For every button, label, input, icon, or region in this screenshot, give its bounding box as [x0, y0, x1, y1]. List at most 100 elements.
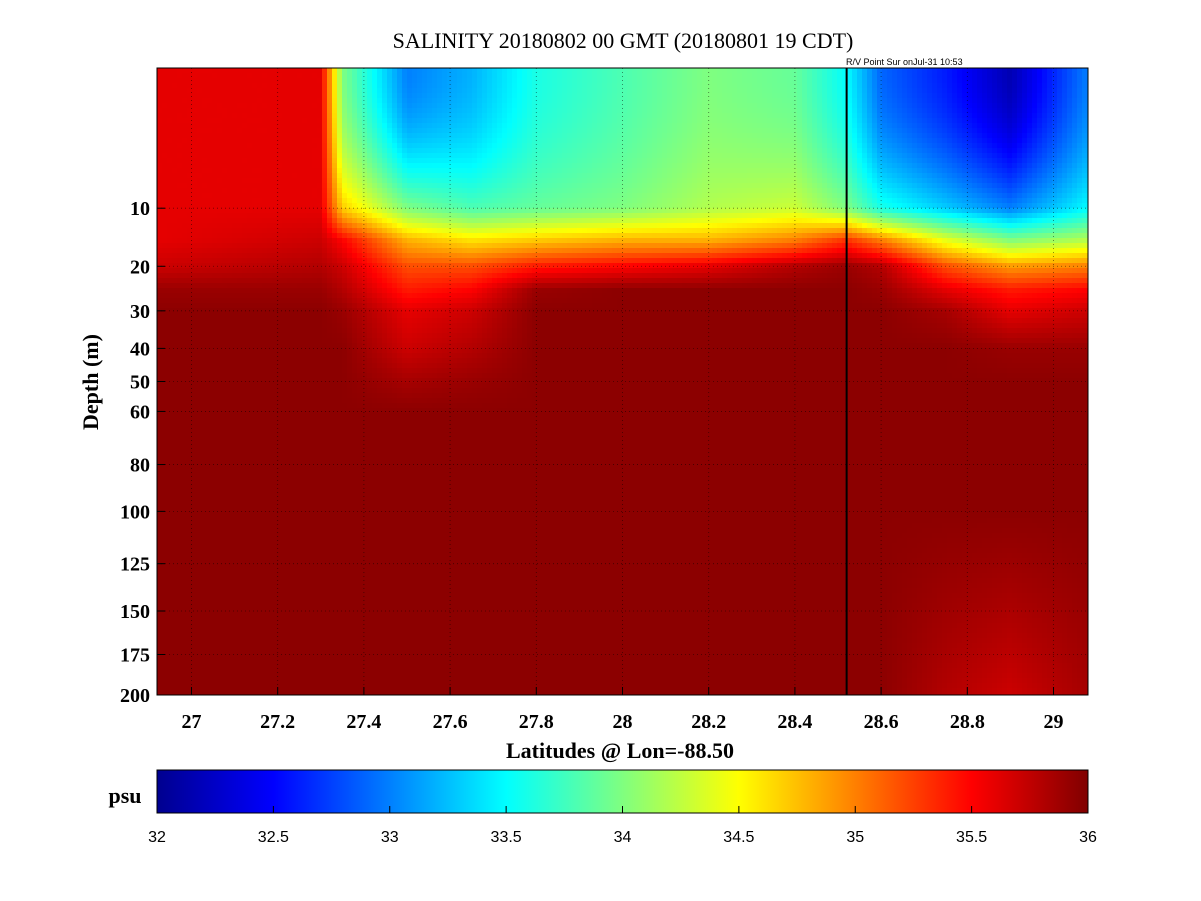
heatmap-cell	[942, 108, 948, 114]
heatmap-cell	[287, 183, 293, 189]
heatmap-cell	[237, 173, 243, 179]
heatmap-cell	[247, 188, 253, 194]
heatmap-cell	[632, 83, 638, 89]
heatmap-cell	[1082, 98, 1088, 104]
heatmap-cell	[332, 83, 338, 89]
heatmap-cell	[577, 133, 583, 139]
heatmap-cell	[927, 113, 933, 119]
heatmap-cell	[752, 178, 758, 184]
heatmap-cell	[537, 73, 543, 79]
heatmap-cell	[1057, 78, 1063, 84]
heatmap-cell	[502, 198, 508, 204]
heatmap-cell	[442, 193, 448, 199]
heatmap-cell	[372, 183, 378, 189]
heatmap-cell	[732, 138, 738, 144]
heatmap-cell	[317, 153, 323, 159]
heatmap-cell	[232, 193, 238, 199]
heatmap-cell	[257, 123, 263, 129]
heatmap-cell	[1062, 78, 1068, 84]
heatmap-cell	[672, 98, 678, 104]
heatmap-cell	[557, 113, 563, 119]
heatmap-cell	[597, 108, 603, 114]
heatmap-cell	[342, 78, 348, 84]
heatmap-cell	[422, 143, 428, 149]
heatmap-cell	[642, 148, 648, 154]
heatmap-cell	[472, 183, 478, 189]
heatmap-cell	[302, 108, 308, 114]
heatmap-cell	[742, 188, 748, 194]
heatmap-cell	[702, 133, 708, 139]
heatmap-cell	[582, 178, 588, 184]
heatmap-cell	[172, 103, 178, 109]
heatmap-cell	[587, 198, 593, 204]
heatmap-cell	[612, 133, 618, 139]
heatmap-cell	[862, 83, 868, 89]
heatmap-cell	[1052, 78, 1058, 84]
heatmap-cell	[552, 173, 558, 179]
heatmap-cell	[557, 98, 563, 104]
heatmap-cell	[602, 103, 608, 109]
heatmap-cell	[1017, 98, 1023, 104]
heatmap-cell	[1022, 78, 1028, 84]
heatmap-cell	[632, 198, 638, 204]
heatmap-cell	[222, 168, 228, 174]
heatmap-cell	[587, 83, 593, 89]
heatmap-cell	[652, 133, 658, 139]
heatmap-cell	[172, 158, 178, 164]
heatmap-cell	[992, 68, 998, 74]
heatmap-cell	[852, 118, 858, 124]
heatmap-cell	[572, 188, 578, 194]
heatmap-cell	[492, 83, 498, 89]
heatmap-cell	[1027, 113, 1033, 119]
heatmap-cell	[607, 178, 613, 184]
heatmap-cell	[207, 128, 213, 134]
heatmap-cell	[947, 153, 953, 159]
heatmap-cell	[322, 153, 328, 159]
heatmap-cell	[212, 158, 218, 164]
heatmap-cell	[672, 73, 678, 79]
heatmap-cell	[267, 138, 273, 144]
heatmap-cell	[422, 148, 428, 154]
heatmap-cell	[462, 138, 468, 144]
heatmap-cell	[937, 143, 943, 149]
heatmap-cell	[797, 143, 803, 149]
heatmap-cell	[672, 188, 678, 194]
heatmap-cell	[802, 103, 808, 109]
heatmap-cell	[1067, 68, 1073, 74]
heatmap-cell	[502, 193, 508, 199]
heatmap-cell	[292, 133, 298, 139]
heatmap-cell	[777, 143, 783, 149]
heatmap-cell	[552, 113, 558, 119]
heatmap-cell	[1002, 128, 1008, 134]
heatmap-cell	[912, 133, 918, 139]
heatmap-cell	[422, 93, 428, 99]
heatmap-cell	[802, 188, 808, 194]
heatmap-cell	[1047, 108, 1053, 114]
heatmap-cell	[867, 108, 873, 114]
heatmap-cell	[487, 168, 493, 174]
heatmap-cell	[982, 118, 988, 124]
heatmap-cell	[232, 83, 238, 89]
heatmap-cell	[637, 178, 643, 184]
heatmap-cell	[342, 143, 348, 149]
heatmap-cell	[872, 128, 878, 134]
heatmap-cell	[402, 118, 408, 124]
heatmap-cell	[547, 188, 553, 194]
heatmap-cell	[837, 78, 843, 84]
heatmap-cell	[347, 198, 353, 204]
heatmap-cell	[767, 158, 773, 164]
heatmap-cell	[907, 78, 913, 84]
heatmap-cell	[707, 108, 713, 114]
heatmap-cell	[297, 93, 303, 99]
heatmap-cell	[312, 198, 318, 204]
heatmap-cell	[722, 68, 728, 74]
heatmap-cell	[817, 153, 823, 159]
heatmap-cell	[487, 123, 493, 129]
heatmap-cell	[337, 83, 343, 89]
heatmap-cell	[412, 123, 418, 129]
heatmap-cell	[387, 83, 393, 89]
heatmap-cell	[667, 98, 673, 104]
heatmap-cell	[357, 138, 363, 144]
heatmap-cell	[812, 148, 818, 154]
heatmap-cell	[302, 148, 308, 154]
